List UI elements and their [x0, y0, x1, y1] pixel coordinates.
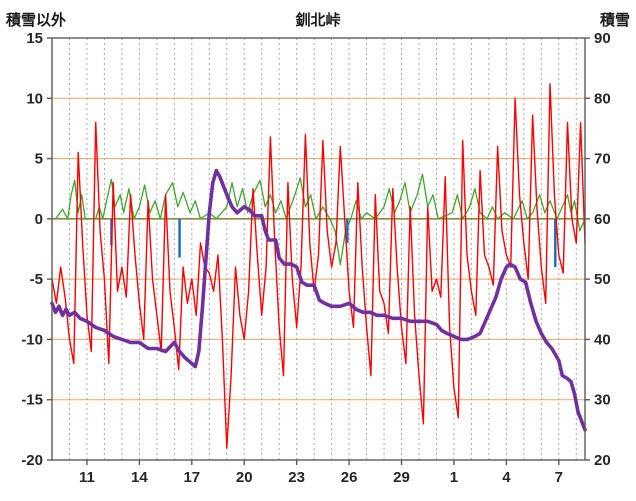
svg-text:40: 40 — [594, 331, 611, 348]
svg-text:4: 4 — [502, 469, 511, 486]
svg-text:80: 80 — [594, 90, 611, 107]
svg-text:7: 7 — [555, 469, 563, 486]
svg-text:11: 11 — [79, 469, 95, 486]
red-line — [51, 83, 586, 449]
svg-text:29: 29 — [393, 469, 410, 486]
svg-text:10: 10 — [26, 90, 43, 107]
svg-text:14: 14 — [131, 469, 148, 486]
svg-text:-10: -10 — [21, 331, 43, 348]
svg-text:-5: -5 — [30, 271, 43, 288]
svg-text:90: 90 — [594, 30, 611, 47]
svg-text:-20: -20 — [21, 452, 43, 469]
svg-text:30: 30 — [594, 392, 611, 409]
svg-text:23: 23 — [288, 469, 305, 486]
svg-text:26: 26 — [341, 469, 358, 486]
plot-frame — [51, 37, 586, 461]
svg-text:5: 5 — [35, 151, 43, 168]
chart-title: 釧北峠 — [295, 12, 341, 29]
svg-text:50: 50 — [594, 271, 611, 288]
svg-text:-15: -15 — [21, 392, 43, 409]
purple-line — [50, 168, 587, 432]
svg-text:60: 60 — [594, 211, 611, 228]
svg-text:17: 17 — [183, 469, 200, 486]
svg-text:0: 0 — [35, 211, 43, 228]
series — [50, 83, 587, 449]
svg-text:20: 20 — [594, 452, 611, 469]
svg-text:20: 20 — [236, 469, 253, 486]
left-axis-title: 積雪以外 — [6, 12, 67, 29]
svg-text:70: 70 — [594, 151, 611, 168]
right-axis-title: 積雪 — [599, 12, 630, 29]
svg-text:1: 1 — [450, 469, 458, 486]
svg-text:15: 15 — [26, 30, 43, 47]
vertical-gridlines — [68, 38, 577, 460]
